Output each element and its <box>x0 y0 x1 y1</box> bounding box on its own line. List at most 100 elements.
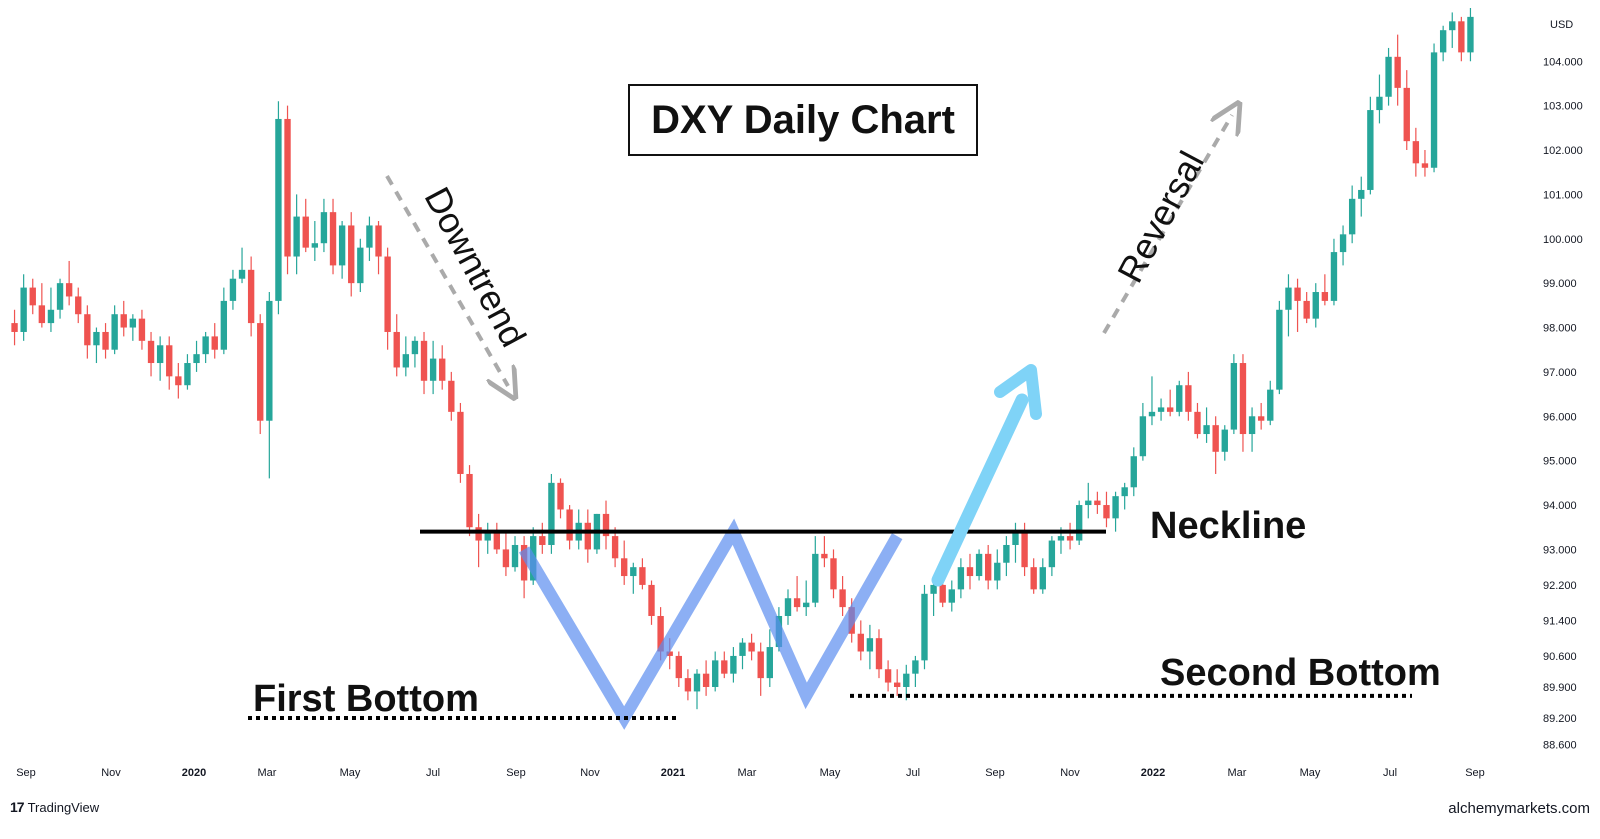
candle-body <box>1185 385 1192 412</box>
candle <box>1194 402 1201 439</box>
y-tick-label: 88.600 <box>1543 740 1577 752</box>
x-tick-label: Sep <box>16 767 36 779</box>
candle-body <box>1230 363 1238 430</box>
candle <box>1075 500 1083 545</box>
candle-body <box>675 655 682 679</box>
candle-body <box>457 411 464 474</box>
candle-body <box>757 651 764 679</box>
candle <box>102 323 109 359</box>
candle <box>1239 354 1247 452</box>
candle-body <box>1449 21 1456 31</box>
candle-body <box>1139 416 1147 457</box>
candle <box>65 260 73 306</box>
y-tick-label: 100.000 <box>1543 234 1583 246</box>
x-tick-label: Mar <box>738 767 757 779</box>
candle-body <box>1239 363 1247 435</box>
candle-body <box>1048 540 1056 568</box>
candle-body <box>857 633 864 652</box>
candle <box>675 651 682 687</box>
candle <box>1048 536 1056 577</box>
candle-body <box>502 549 510 568</box>
candle-body <box>657 615 664 652</box>
candle-body <box>311 243 319 248</box>
candle <box>257 314 264 435</box>
candle-body <box>557 482 564 510</box>
candle-body <box>1312 292 1319 319</box>
candle-body <box>957 567 965 590</box>
candle-body <box>884 669 892 683</box>
candle <box>575 509 582 550</box>
tradingview-logo-icon: 17 <box>10 799 25 815</box>
candle <box>466 465 473 537</box>
x-tick-label: May <box>820 767 841 779</box>
chart-title: DXY Daily Chart <box>628 84 978 156</box>
candle-body <box>384 256 391 332</box>
candle-body <box>1003 544 1010 563</box>
candle-body <box>475 527 482 541</box>
candle <box>1376 74 1383 124</box>
candle-body <box>930 584 937 594</box>
y-tick-label: 104.000 <box>1543 56 1583 68</box>
candle <box>120 300 127 337</box>
candle <box>1130 447 1137 497</box>
candle-body <box>511 544 519 568</box>
candle-body <box>539 536 546 545</box>
candle <box>1139 402 1147 461</box>
candle <box>803 580 810 616</box>
candle-body <box>1039 567 1046 590</box>
candle-body <box>1148 411 1156 417</box>
candle-body <box>338 225 346 266</box>
candle-body <box>1276 309 1283 390</box>
candle-body <box>1066 536 1074 541</box>
candle-body <box>302 216 309 248</box>
candle-body <box>257 323 264 421</box>
candle <box>648 580 655 625</box>
candle-body <box>602 513 610 537</box>
candle <box>475 513 482 568</box>
x-tick-label: Mar <box>258 767 277 779</box>
candle <box>821 536 828 568</box>
y-tick-label: 95.000 <box>1543 456 1577 468</box>
candle <box>602 500 610 550</box>
candle-body <box>493 531 501 550</box>
candle-body <box>1212 425 1219 452</box>
candle <box>912 655 919 687</box>
candle-body <box>812 553 819 603</box>
candle <box>1403 70 1410 151</box>
candle <box>520 536 528 599</box>
candle <box>1039 558 1046 594</box>
candle <box>766 629 773 687</box>
candle-body <box>894 682 901 687</box>
candle-body <box>238 269 246 279</box>
candle <box>439 345 446 390</box>
candle <box>1157 398 1165 421</box>
candle <box>857 620 864 661</box>
x-tick-label: Jul <box>1383 767 1397 779</box>
y-tick-label: 96.000 <box>1543 411 1577 423</box>
candle-body <box>939 584 946 603</box>
second-bottom-label: Second Bottom <box>1160 652 1441 694</box>
candle <box>975 549 983 581</box>
candle-body <box>648 584 655 616</box>
candle <box>1385 47 1392 106</box>
candle-body <box>1094 500 1101 506</box>
candle <box>266 292 273 479</box>
candle <box>166 336 173 390</box>
candle-body <box>1421 163 1429 168</box>
candle <box>393 314 400 377</box>
x-tick-label: May <box>1300 767 1321 779</box>
candle <box>1257 402 1265 430</box>
candle-body <box>366 225 373 248</box>
y-tick-label: 99.000 <box>1543 278 1577 290</box>
candle-body <box>693 673 701 692</box>
candle <box>211 323 218 359</box>
candle <box>693 669 701 710</box>
candle <box>502 531 510 577</box>
candle <box>448 371 455 421</box>
candle <box>1439 25 1447 62</box>
w-pattern-line <box>518 518 903 730</box>
candle-body <box>166 345 173 377</box>
candle-body <box>156 345 164 364</box>
candle <box>1166 389 1174 417</box>
candle-body <box>484 531 491 541</box>
